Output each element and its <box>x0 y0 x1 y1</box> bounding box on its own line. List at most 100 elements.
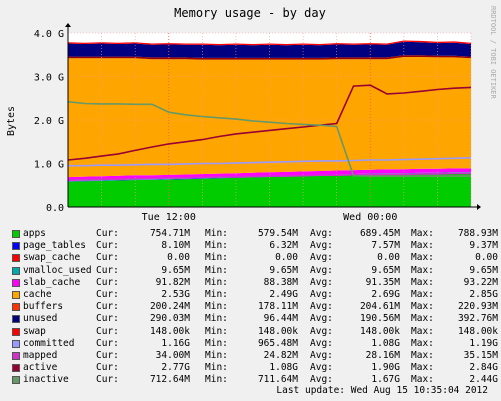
min-value: 9.65M <box>269 264 298 276</box>
max-value: 2.44G <box>469 374 498 386</box>
max-label: Max: <box>411 276 434 288</box>
avg-value: 9.65M <box>371 264 400 276</box>
line-mapped <box>67 172 471 181</box>
legend-swatch <box>12 242 20 251</box>
min-label: Min: <box>205 228 228 239</box>
min-value: 24.82M <box>263 349 298 361</box>
cur-label: Cur: <box>96 337 119 349</box>
cur-label: Cur: <box>96 313 119 325</box>
min-label: Min: <box>205 362 228 374</box>
avg-value: 91.35M <box>365 276 400 288</box>
max-value: 9.37M <box>469 240 498 252</box>
max-label: Max: <box>411 349 434 361</box>
max-label: Max: <box>411 362 434 374</box>
x-tick-label: Wed 00:00 <box>343 212 397 223</box>
avg-value: 1.08G <box>371 337 400 349</box>
max-value: 2.84G <box>469 362 498 374</box>
legend-name: swap_cache <box>23 252 81 264</box>
avg-value: 0.00 <box>377 252 400 264</box>
avg-label: Avg: <box>310 301 333 313</box>
legend-swatch <box>12 303 20 312</box>
chart-title: Memory usage - by day <box>174 6 326 20</box>
avg-label: Avg: <box>310 252 333 264</box>
legend-row-swap: swap Cur: 148.00k Min: 148.00k Avg: 148.00k Max… <box>12 326 498 338</box>
avg-value: 148.00k <box>359 325 400 337</box>
max-label: Max: <box>411 337 434 349</box>
cur-label: Cur: <box>96 228 119 239</box>
legend-swatch <box>12 327 20 336</box>
memory-usage-chart: Memory usage - by day Bytes RRDTOOL / TO… <box>6 6 497 223</box>
min-label: Min: <box>205 374 228 386</box>
avg-value: 689.45M <box>359 228 400 239</box>
min-value: 178.11M <box>257 301 298 313</box>
min-label: Min: <box>205 313 228 325</box>
cur-value: 290.03M <box>149 313 190 325</box>
legend-swatch <box>12 364 20 373</box>
legend-row-slab-cache: slab_cache Cur: 91.82M Min: 88.38M Avg: 91.35M… <box>12 277 498 289</box>
legend-swatch <box>12 266 20 275</box>
avg-value: 204.61M <box>359 301 400 313</box>
max-label: Max: <box>411 288 434 300</box>
cur-value: 0.00 <box>167 252 190 264</box>
cur-value: 2.77G <box>161 362 190 374</box>
avg-label: Avg: <box>310 337 333 349</box>
area-swap <box>68 40 471 46</box>
last-update: Last update: Wed Aug 15 10:35:04 2012 <box>276 385 488 396</box>
min-value: 148.00k <box>257 325 298 337</box>
y-tick-label: 3.0 G <box>34 73 64 84</box>
min-value: 0.00 <box>275 252 298 264</box>
min-value: 96.44M <box>263 313 298 325</box>
max-label: Max: <box>411 264 434 276</box>
legend-swatch <box>12 351 20 360</box>
max-label: Max: <box>411 240 434 252</box>
cur-value: 712.64M <box>149 374 190 386</box>
avg-label: Avg: <box>310 349 333 361</box>
y-axis-label: Bytes <box>6 106 17 136</box>
legend-name: inactive <box>23 374 69 386</box>
area-vmalloc-used <box>68 172 471 182</box>
legend-row-page-tables: page_tables Cur: 8.10M Min: 6.32M Avg: 7.57M Ma… <box>12 240 498 252</box>
cur-value: 754.71M <box>149 228 190 239</box>
cur-label: Cur: <box>96 325 119 337</box>
cur-value: 9.65M <box>161 264 190 276</box>
y-axis-arrow <box>65 23 71 27</box>
max-label: Max: <box>411 301 434 313</box>
min-value: 6.32M <box>269 240 298 252</box>
cur-value: 34.00M <box>155 349 190 361</box>
min-value: 88.38M <box>263 276 298 288</box>
min-label: Min: <box>205 276 228 288</box>
legend-swatch <box>12 376 20 385</box>
legend: apps Cur: 754.71M Min: 579.54M Avg: 689.45M Max… <box>12 228 498 386</box>
min-label: Min: <box>205 301 228 313</box>
legend-row-buffers: buffers Cur: 200.24M Min: 178.11M Avg: 204.61M… <box>12 301 498 313</box>
max-value: 9.65M <box>469 264 498 276</box>
avg-value: 1.67G <box>371 374 400 386</box>
avg-label: Avg: <box>310 288 333 300</box>
max-value: 2.85G <box>469 288 498 300</box>
avg-label: Avg: <box>310 313 333 325</box>
cur-value: 200.24M <box>149 301 190 313</box>
legend-row-vmalloc-used: vmalloc_used Cur: 9.65M Min: 9.65M Avg: 9.65M M… <box>12 265 498 277</box>
max-value: 35.15M <box>463 349 498 361</box>
min-label: Min: <box>205 288 228 300</box>
avg-label: Avg: <box>310 276 333 288</box>
legend-row-inactive: inactive Cur: 712.64M Min: 711.64M Avg: 1.67G M… <box>12 374 498 386</box>
plot-area: 0.0 1.0 G 2.0 G 3.0 G 4.0 G Tue 12:00 Wed 00:0… <box>34 23 481 223</box>
max-label: Max: <box>411 252 434 264</box>
cur-value: 91.82M <box>155 276 190 288</box>
legend-name: committed <box>23 337 75 349</box>
y-tick-label: 0.0 <box>46 203 64 214</box>
cur-label: Cur: <box>96 374 119 386</box>
max-value: 392.76M <box>457 313 498 325</box>
max-value: 0.00 <box>475 252 498 264</box>
cur-label: Cur: <box>96 252 119 264</box>
legend-swatch <box>12 230 20 238</box>
legend-name: unused <box>23 313 58 325</box>
avg-label: Avg: <box>310 240 333 252</box>
legend-row-committed: committed Cur: 1.16G Min: 965.48M Avg: 1.08G Ma… <box>12 338 498 350</box>
legend-swatch <box>12 315 20 324</box>
min-value: 965.48M <box>257 337 298 349</box>
legend-row-active: active Cur: 2.77G Min: 1.08G Avg: 1.90G Max: 2.8… <box>12 362 498 374</box>
x-tick-label: Tue 12:00 <box>142 212 196 223</box>
legend-name: mapped <box>23 349 58 361</box>
